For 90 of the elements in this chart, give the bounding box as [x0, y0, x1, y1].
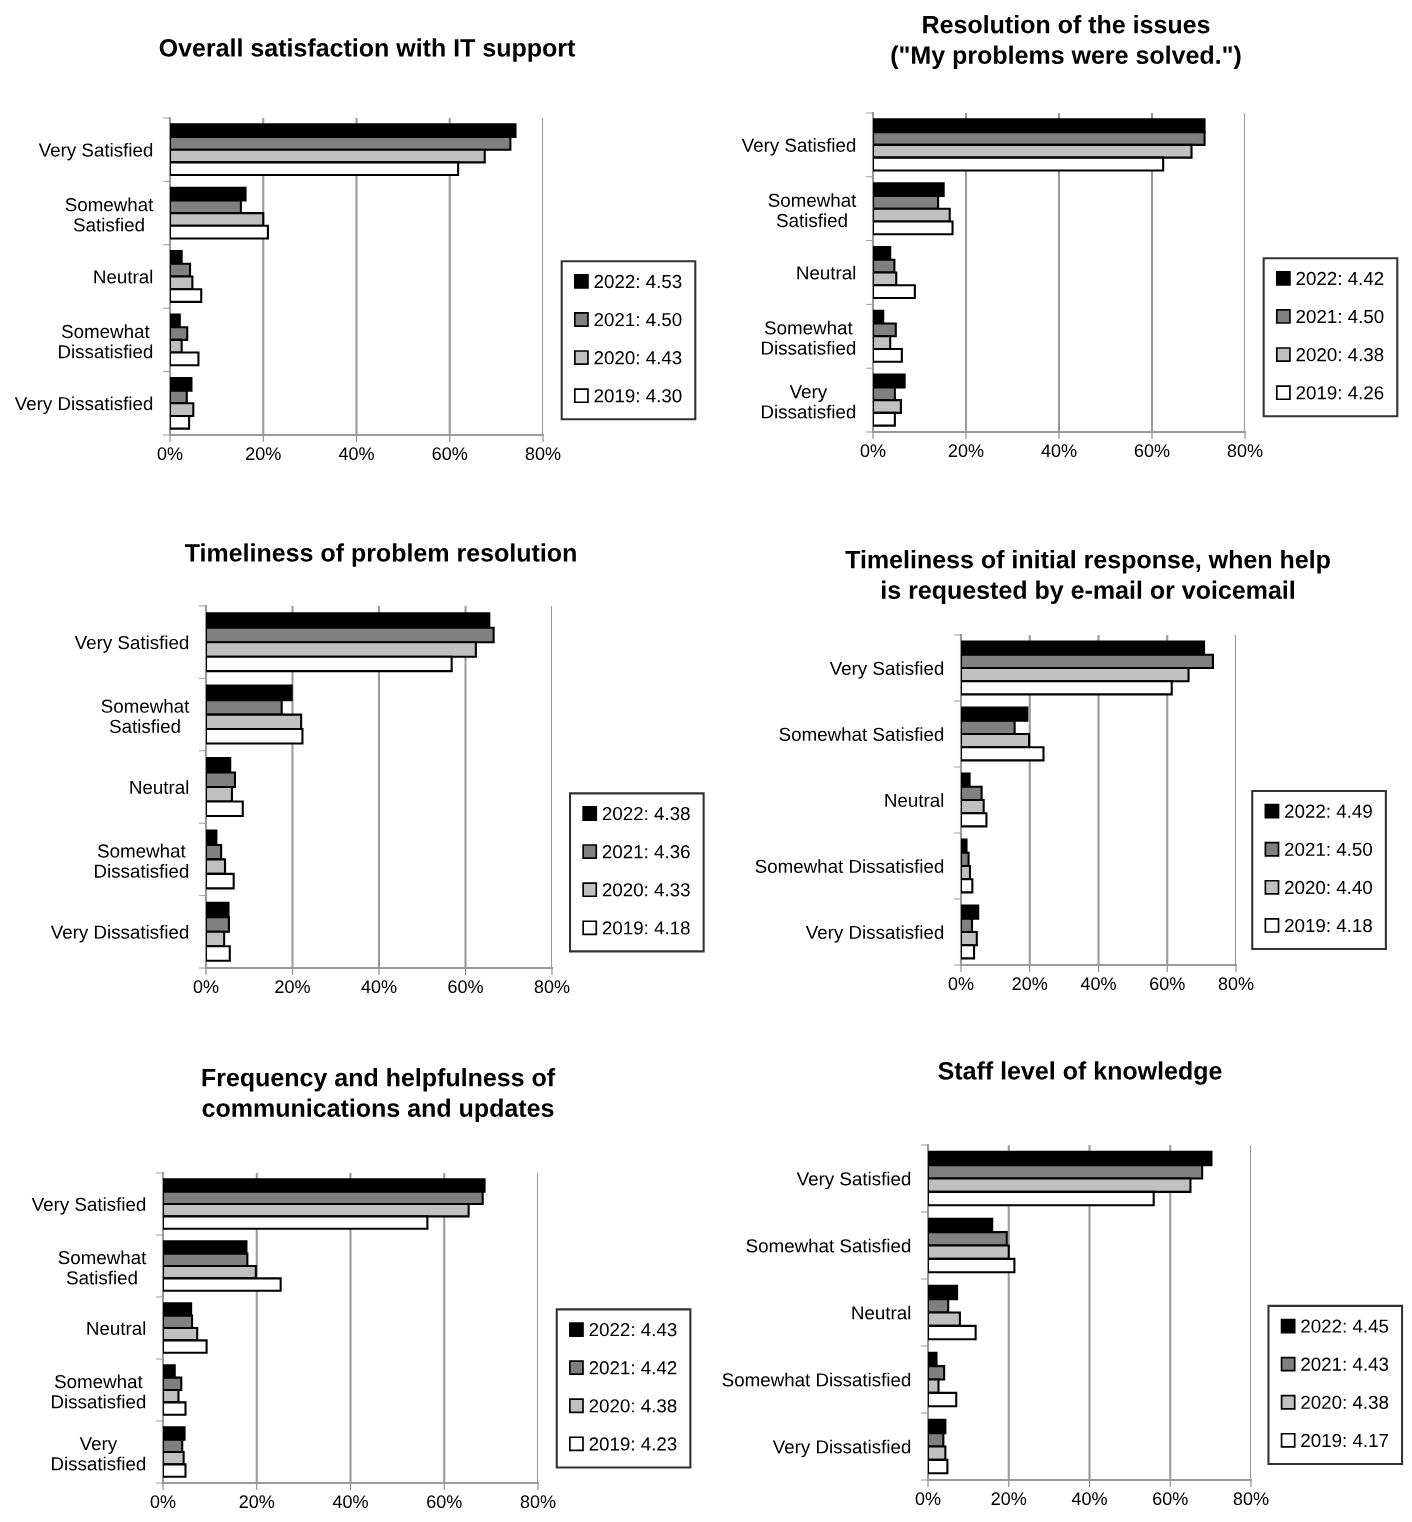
- x-tick-label: 0%: [150, 1495, 176, 1509]
- legend-label: 2020: 4.38: [1296, 348, 1384, 362]
- y-tick-label: Very Dissatisfied: [762, 385, 856, 419]
- chart-title: Resolution of the issues ("My problems were solved."): [891, 15, 1241, 69]
- x-tick-label: 60%: [1153, 1492, 1188, 1506]
- legend-label: 2021: 4.36: [602, 845, 690, 859]
- legend-label: 2020: 4.40: [1285, 880, 1373, 895]
- legend-label: 2021: 4.50: [1296, 309, 1384, 324]
- x-tick-label: 20%: [948, 444, 984, 458]
- y-tick-label: Neutral: [797, 265, 856, 280]
- y-tick-label: Very Dissatisfied: [772, 1439, 911, 1458]
- y-tick-label: Somewhat Dissatisfied: [755, 859, 944, 873]
- x-tick-label: 0%: [193, 980, 219, 994]
- y-tick-label: Very Satisfied: [741, 138, 856, 156]
- chart-title: Staff level of knowledge: [938, 1061, 1222, 1085]
- x-tick-label: 0%: [860, 444, 886, 458]
- y-tick-label: Very Dissatisfied: [14, 396, 153, 414]
- y-tick-label: Very Dissatisfied: [805, 925, 944, 943]
- x-tick-label: 20%: [991, 1492, 1027, 1506]
- y-tick-label: Very Satisfied: [796, 1171, 911, 1190]
- y-tick-label: Very Satisfied: [38, 142, 153, 161]
- y-tick-label: Neutral: [885, 793, 944, 807]
- x-tick-label: 0%: [915, 1492, 941, 1506]
- y-tick-label: Somewhat Satisfied: [779, 727, 944, 741]
- x-tick-label: 0%: [157, 447, 183, 461]
- x-tick-label: 40%: [361, 980, 397, 994]
- x-tick-label: 80%: [520, 1495, 556, 1509]
- legend-label: 2019: 4.26: [1296, 386, 1384, 400]
- x-tick-label: 40%: [1041, 444, 1077, 458]
- legend-label: 2020: 4.33: [602, 883, 690, 897]
- y-tick-label: Very Dissatisfied: [52, 1437, 146, 1471]
- legend-label: 2021: 4.42: [589, 1361, 677, 1375]
- x-tick-label: 20%: [1012, 977, 1048, 991]
- x-tick-label: 40%: [1071, 1492, 1107, 1506]
- x-tick-label: 80%: [525, 447, 561, 461]
- y-tick-label: Very Satisfied: [829, 661, 944, 679]
- legend-label: 2022: 4.43: [589, 1323, 677, 1337]
- legend-label: 2021: 4.43: [1301, 1357, 1389, 1371]
- x-tick-label: 40%: [332, 1495, 368, 1509]
- legend-label: 2022: 4.42: [1296, 271, 1384, 286]
- x-tick-label: 20%: [246, 447, 281, 461]
- legend-label: 2022: 4.38: [602, 806, 690, 821]
- x-tick-label: 60%: [427, 1495, 462, 1509]
- x-tick-label: 40%: [1080, 977, 1116, 991]
- x-tick-label: 80%: [534, 980, 570, 994]
- y-tick-label: Somewhat Satisfied: [65, 197, 154, 232]
- chart-title: Timeliness of problem resolution: [184, 543, 576, 567]
- x-tick-label: 80%: [1218, 977, 1254, 991]
- legend-label: 2020: 4.38: [1301, 1395, 1389, 1409]
- legend-label: 2019: 4.18: [602, 921, 690, 935]
- y-tick-label: Very Satisfied: [31, 1197, 146, 1215]
- y-tick-label: Very Dissatisfied: [50, 925, 189, 943]
- legend-label: 2022: 4.53: [594, 274, 682, 289]
- y-tick-label: Somewhat Dissatisfied: [52, 1374, 146, 1409]
- legend-label: 2020: 4.38: [589, 1399, 677, 1413]
- legend-label: 2022: 4.45: [1301, 1319, 1389, 1333]
- legend-label: 2022: 4.49: [1285, 804, 1372, 818]
- y-tick-label: Somewhat Satisfied: [768, 193, 857, 228]
- legend-label: 2019: 4.23: [589, 1437, 677, 1451]
- y-tick-label: Neutral: [852, 1305, 911, 1320]
- x-tick-label: 80%: [1227, 444, 1263, 458]
- y-tick-label: Neutral: [87, 1321, 146, 1335]
- x-tick-label: 60%: [432, 447, 468, 461]
- x-tick-label: 40%: [338, 447, 374, 461]
- y-tick-label: Very Satisfied: [74, 635, 189, 653]
- y-tick-label: Somewhat Satisfied: [101, 699, 190, 734]
- legend-label: 2020: 4.43: [594, 351, 682, 365]
- legend-label: 2021: 4.50: [594, 312, 682, 327]
- legend-label: 2019: 4.18: [1285, 918, 1372, 933]
- y-tick-label: Neutral: [94, 269, 153, 284]
- x-tick-label: 20%: [239, 1495, 275, 1509]
- y-tick-label: Somewhat Dissatisfied: [59, 324, 153, 359]
- y-tick-label: Somewhat Satisfied: [58, 1250, 147, 1285]
- chart-title: Overall satisfaction with IT support: [159, 38, 576, 62]
- x-tick-label: 0%: [948, 977, 974, 991]
- legend-label: 2019: 4.17: [1301, 1433, 1389, 1448]
- legend-label: 2019: 4.30: [594, 389, 682, 403]
- x-tick-label: 60%: [1150, 977, 1185, 991]
- x-tick-label: 60%: [448, 980, 483, 994]
- x-tick-label: 80%: [1233, 1492, 1269, 1506]
- y-tick-label: Somewhat Dissatisfied: [722, 1372, 911, 1387]
- x-tick-label: 20%: [275, 980, 310, 994]
- chart-title: Timeliness of initial response, when help is requested by e-mail or voicemail: [845, 550, 1330, 604]
- y-tick-label: Somewhat Dissatisfied: [95, 843, 189, 878]
- legend-label: 2021: 4.50: [1285, 842, 1373, 856]
- chart-title: Frequency and helpfulness of communications and updates: [202, 1068, 556, 1122]
- y-tick-label: Somewhat Dissatisfied: [762, 320, 856, 355]
- y-tick-label: Neutral: [130, 780, 189, 794]
- x-tick-label: 60%: [1134, 444, 1170, 458]
- y-tick-label: Somewhat Satisfied: [746, 1238, 911, 1253]
